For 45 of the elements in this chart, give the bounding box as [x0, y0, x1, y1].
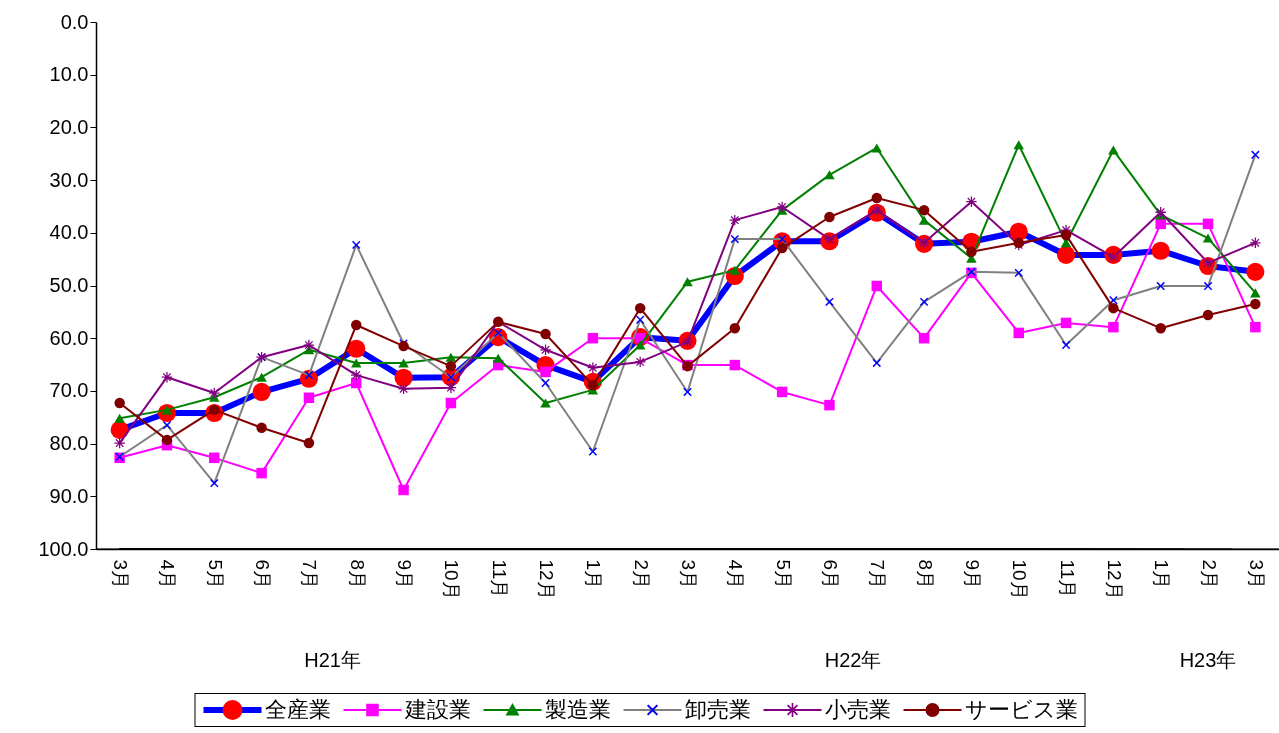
- legend-label: 製造業: [545, 696, 611, 724]
- y-tick-label: 80.0: [49, 432, 89, 455]
- x-tick-label: 3月: [678, 559, 699, 590]
- y-tick-label: 20.0: [49, 115, 89, 138]
- x-tick-label: 2月: [630, 559, 652, 590]
- x-tick-label: 9月: [961, 559, 983, 590]
- x-tick-label: 3月: [110, 559, 132, 590]
- x-tick-label: 8月: [346, 559, 368, 590]
- x-tick-label: 4月: [725, 559, 747, 590]
- x-tick-label: 7月: [299, 559, 321, 590]
- x-tick-label: 4月: [157, 559, 179, 590]
- y-tick-label: 50.0: [49, 274, 89, 296]
- x-tick-label: 8月: [914, 559, 936, 590]
- x-tick-label: 3月: [1245, 559, 1267, 590]
- y-tick-label: 10.0: [49, 63, 89, 86]
- text: H21年: [304, 649, 361, 671]
- x-tick-label: 6月: [819, 559, 841, 590]
- x-tick-label: 1月: [583, 559, 605, 590]
- x-tick-label: 12月: [536, 559, 558, 600]
- y-tick-label: 60.0: [49, 326, 89, 349]
- x-tick-label: 1月: [1151, 559, 1173, 590]
- x-tick-label: 9月: [394, 559, 416, 590]
- x-tick-label: 11月: [1056, 559, 1078, 599]
- y-tick-label: 70.0: [49, 379, 89, 402]
- x-tick-label: 2月: [1198, 559, 1220, 590]
- legend-label: 卸売業: [685, 696, 751, 724]
- legend-label: サービス業: [965, 696, 1078, 724]
- text: H22年: [824, 649, 882, 671]
- x-tick-label: 12月: [1103, 559, 1125, 600]
- legend-label: 小売業: [825, 696, 891, 724]
- x-tick-label: 5月: [772, 559, 794, 590]
- legend-label: 建設業: [405, 696, 471, 724]
- y-tick-label: 0.0: [60, 10, 89, 33]
- y-tick-label: 100.0: [38, 537, 89, 560]
- legend-label: 全産業: [265, 696, 331, 724]
- x-tick-label: 6月: [252, 559, 274, 590]
- x-tick-label: 10月: [441, 559, 463, 600]
- x-tick-label: 11月: [488, 559, 510, 599]
- x-tick-label: 5月: [204, 559, 226, 590]
- text: H23年: [1179, 649, 1237, 671]
- x-tick-label: 10月: [1009, 559, 1031, 600]
- x-tick-label: 7月: [867, 559, 889, 590]
- y-tick-label: 40.0: [49, 221, 89, 244]
- y-tick-label: 30.0: [49, 168, 89, 191]
- y-tick-label: 90.0: [49, 484, 89, 507]
